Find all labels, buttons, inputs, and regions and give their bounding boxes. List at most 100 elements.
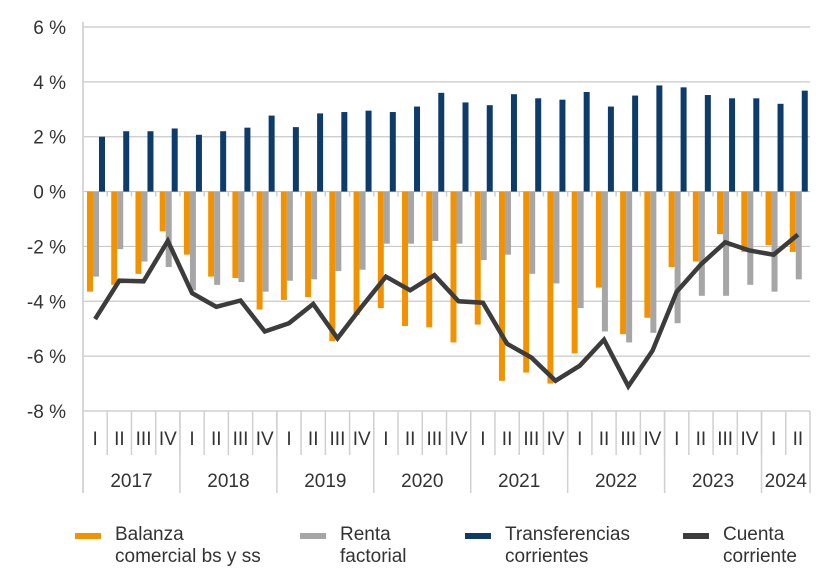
bar-renta-factorial (504, 191, 511, 255)
chart: 6 %4 %2 %0 %-2 %-4 %-6 %-8 %I II III IV I II I… (27, 18, 811, 493)
bar-renta-factorial (650, 191, 657, 333)
bar-transferencias-corrientes (607, 106, 614, 192)
bar-balanza-comercial-bs-y-ss (426, 191, 433, 328)
year-label: 2022 (595, 471, 637, 492)
legend-label: Renta (340, 524, 391, 545)
bar-balanza-comercial-bs-y-ss (450, 191, 457, 343)
legend-swatch (465, 533, 491, 539)
bar-transferencias-corrientes (195, 134, 202, 192)
bar-renta-factorial (335, 191, 342, 272)
legend-label: Transferencias (505, 524, 630, 545)
bar-renta-factorial (577, 191, 584, 309)
bar-renta-factorial (698, 191, 705, 296)
bar-transferencias-corrientes (389, 112, 396, 192)
bar-renta-factorial (214, 191, 221, 285)
quarter-label: III (426, 429, 442, 450)
bar-balanza-comercial-bs-y-ss (644, 191, 651, 318)
bar-transferencias-corrientes (244, 127, 251, 192)
bar-balanza-comercial-bs-y-ss (765, 191, 772, 246)
bar-renta-factorial (601, 191, 608, 332)
quarter-label: II (405, 429, 416, 450)
quarter-label: II (114, 429, 125, 450)
bar-transferencias-corrientes (656, 85, 663, 192)
bar-renta-factorial (165, 191, 172, 267)
line-cuenta-corriente (93, 232, 800, 391)
quarter-label: I (577, 429, 582, 450)
bar-transferencias-corrientes (99, 136, 105, 192)
bar-renta-factorial (553, 191, 560, 284)
year-label: 2020 (401, 471, 443, 492)
quarter-label: II (599, 429, 610, 450)
bar-balanza-comercial-bs-y-ss (87, 191, 93, 292)
quarter-label: III (233, 429, 249, 450)
bar-transferencias-corrientes (220, 131, 227, 192)
bar-renta-factorial (117, 191, 124, 250)
legend-label: corrientes (505, 546, 589, 567)
legend-label: Balanza (115, 524, 184, 545)
bar-transferencias-corrientes (317, 113, 324, 192)
quarter-label: I (771, 429, 776, 450)
bar-transferencias-corrientes (801, 90, 808, 192)
bar-transferencias-corrientes (510, 94, 517, 192)
bar-balanza-comercial-bs-y-ss (474, 191, 481, 325)
bar-balanza-comercial-bs-y-ss (256, 191, 263, 310)
quarter-label: I (189, 429, 194, 450)
bar-transferencias-corrientes (147, 131, 154, 192)
bar-transferencias-corrientes (680, 87, 687, 192)
bar-renta-factorial (795, 191, 802, 280)
bar-balanza-comercial-bs-y-ss (498, 191, 505, 381)
legend-item-transferencias: Transferencias corrientes (465, 524, 630, 568)
bar-balanza-comercial-bs-y-ss (280, 191, 287, 300)
legend: Balanza comercial bs y ss Renta factorial … (0, 524, 820, 574)
bar-transferencias-corrientes (462, 102, 469, 192)
bar-balanza-comercial-bs-y-ss (232, 191, 239, 278)
bar-transferencias-corrientes (341, 112, 348, 192)
bar-transferencias-corrientes (753, 98, 760, 192)
legend-label: Cuenta (723, 524, 785, 545)
quarter-label: I (286, 429, 291, 450)
bar-renta-factorial (359, 191, 366, 270)
legend-label: comercial bs y ss (115, 546, 261, 567)
bar-balanza-comercial-bs-y-ss (183, 191, 190, 255)
bar-renta-factorial (432, 191, 439, 241)
bar-balanza-comercial-bs-y-ss (159, 191, 166, 232)
legend-swatch (75, 533, 101, 539)
bar-balanza-comercial-bs-y-ss (741, 191, 748, 252)
year-label: 2017 (110, 471, 152, 492)
bar-renta-factorial (189, 191, 196, 291)
quarter-label: II (211, 429, 222, 450)
y-tick-label: -8 % (27, 402, 66, 423)
bar-transferencias-corrientes (535, 98, 542, 192)
bar-balanza-comercial-bs-y-ss (692, 191, 699, 262)
bar-transferencias-corrientes (123, 131, 130, 192)
bar-balanza-comercial-bs-y-ss (208, 191, 215, 277)
bar-renta-factorial (480, 191, 487, 261)
bar-balanza-comercial-bs-y-ss (135, 191, 142, 274)
quarter-label: IV (547, 429, 565, 450)
quarter-label: IV (159, 429, 177, 450)
legend-label: corriente (723, 546, 797, 567)
quarter-label: I (674, 429, 679, 450)
bar-transferencias-corrientes (365, 110, 372, 192)
quarter-label: IV (256, 429, 274, 450)
bar-transferencias-corrientes (486, 105, 493, 192)
year-label: 2018 (207, 471, 249, 492)
bar-balanza-comercial-bs-y-ss (595, 191, 602, 288)
y-tick-label: 4 % (33, 73, 66, 94)
bar-renta-factorial (286, 191, 293, 281)
bar-renta-factorial (456, 191, 463, 244)
bar-transferencias-corrientes (438, 92, 445, 192)
quarter-label: III (717, 429, 733, 450)
quarter-label: I (92, 429, 97, 450)
bar-transferencias-corrientes (777, 103, 784, 192)
bar-balanza-comercial-bs-y-ss (789, 191, 796, 252)
y-tick-label: 0 % (33, 183, 66, 204)
bar-renta-factorial (238, 191, 245, 283)
bar-renta-factorial (311, 191, 318, 280)
bar-transferencias-corrientes (559, 99, 566, 192)
bar-transferencias-corrientes (632, 95, 639, 192)
bar-balanza-comercial-bs-y-ss (377, 191, 384, 309)
bar-transferencias-corrientes (292, 127, 299, 192)
bar-transferencias-corrientes (171, 128, 178, 192)
bar-balanza-comercial-bs-y-ss (111, 191, 118, 285)
